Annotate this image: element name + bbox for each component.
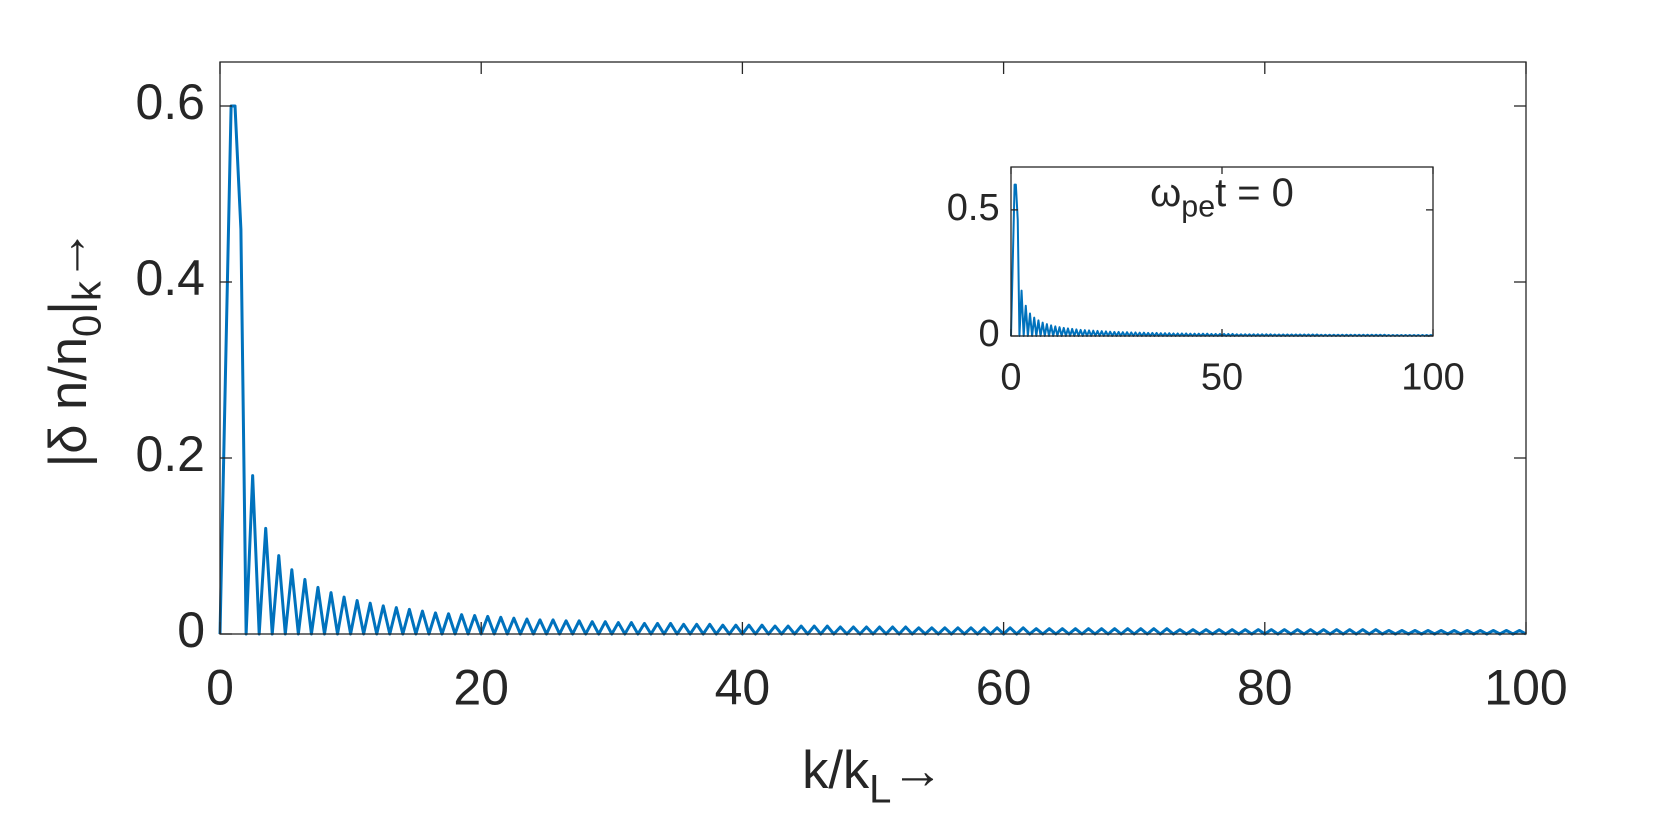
annotation: ωpet = 0 — [1150, 171, 1294, 224]
x-axis-label: k/kL→ — [802, 741, 944, 811]
x-axis-label-subscript: L — [869, 767, 891, 811]
x-tick-label: 100 — [1484, 660, 1567, 716]
y-tick-label: 0.2 — [135, 426, 205, 482]
x-axis-label-part: k/k — [802, 741, 870, 800]
y-tick-label: 0.6 — [135, 74, 205, 130]
y-tick-label: 0 — [978, 313, 999, 355]
y-axis-label-part: | — [39, 301, 98, 315]
y-axis-label-part: |δ n/n — [39, 337, 98, 467]
x-tick-label: 0 — [206, 660, 234, 716]
y-axis-label: |δ n/n0|k→ — [39, 229, 109, 468]
x-axis-label-part: → — [891, 741, 944, 800]
annotation-subscript: pe — [1181, 189, 1215, 223]
y-axis-label-subscript: 0 — [65, 315, 109, 337]
y-tick-label: 0 — [177, 602, 205, 658]
x-tick-label: 100 — [1401, 357, 1464, 399]
annotation-part: ω — [1150, 171, 1181, 215]
data-line — [218, 104, 1527, 636]
x-tick-label: 40 — [715, 660, 771, 716]
x-tick-label: 0 — [1000, 357, 1021, 399]
x-tick-label: 20 — [453, 660, 509, 716]
axes-box — [219, 61, 1527, 635]
x-tick-label: 80 — [1237, 660, 1293, 716]
x-tick-label: 50 — [1201, 357, 1243, 399]
annotation-part: t = 0 — [1215, 171, 1294, 215]
y-tick-label: 0.4 — [135, 250, 205, 306]
y-axis-label-part: → — [39, 229, 98, 282]
y-tick-label: 0.5 — [947, 187, 1000, 229]
x-tick-label: 60 — [976, 660, 1032, 716]
y-axis-label-subscript: k — [65, 280, 109, 301]
